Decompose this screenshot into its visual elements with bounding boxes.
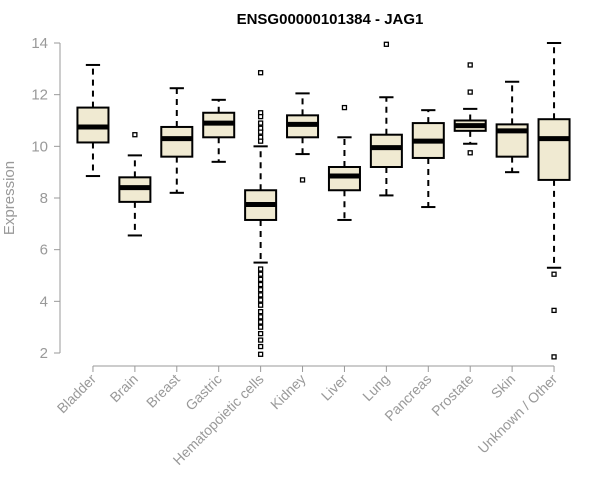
box-iqr xyxy=(537,118,571,181)
box-iqr xyxy=(369,133,403,168)
y-axis: 2 4 6 8 10 12 14 xyxy=(31,35,61,362)
x-tick-label: Unknown / Other xyxy=(475,371,561,457)
box-pancreas xyxy=(411,109,445,209)
box-liver xyxy=(327,104,361,221)
box-unknown-other xyxy=(537,42,571,360)
outlier-point xyxy=(257,70,264,76)
outlier-point xyxy=(257,297,264,303)
x-tick-label: Bladder xyxy=(54,371,100,417)
outlier-point xyxy=(257,276,264,283)
y-tick-label: 8 xyxy=(40,190,48,207)
outlier-point xyxy=(257,281,264,288)
x-tick-label: Breast xyxy=(143,371,183,411)
box-series xyxy=(76,41,571,360)
outlier-point xyxy=(257,319,264,325)
y-tick-label: 14 xyxy=(31,35,48,52)
outlier-point xyxy=(257,120,264,126)
box-skin xyxy=(495,80,529,174)
outlier-point xyxy=(551,354,557,360)
box-breast xyxy=(160,87,194,194)
y-tick-label: 12 xyxy=(31,87,48,104)
chart-title: ENSG00000101384 - JAG1 xyxy=(237,11,424,28)
y-axis-label: Expression xyxy=(1,161,18,235)
outlier-point xyxy=(257,138,264,144)
outlier-point xyxy=(341,104,348,111)
box-kidney xyxy=(286,92,320,183)
y-tick-label: 4 xyxy=(40,293,48,310)
outlier-point xyxy=(467,89,473,95)
box-iqr xyxy=(160,125,194,158)
outlier-point xyxy=(299,177,306,183)
x-tick-label: Kidney xyxy=(267,371,309,413)
outlier-point xyxy=(257,337,264,343)
outlier-point xyxy=(257,302,264,308)
outlier-point xyxy=(551,307,557,314)
box-hematopoietic-cells xyxy=(244,70,278,357)
outlier-point xyxy=(132,132,138,138)
outlier-point xyxy=(257,129,264,135)
y-tick-label: 10 xyxy=(31,138,48,155)
box-iqr xyxy=(327,166,361,192)
outlier-point xyxy=(257,287,264,293)
x-tick-label: Skin xyxy=(488,371,519,402)
outlier-point xyxy=(257,314,264,320)
outlier-point xyxy=(467,150,473,156)
outlier-point xyxy=(257,351,264,357)
outlier-point xyxy=(551,271,557,277)
outlier-point xyxy=(383,41,390,47)
box-bladder xyxy=(76,63,110,178)
outlier-point xyxy=(257,266,264,272)
x-tick-label: Pancreas xyxy=(381,371,434,424)
outlier-point xyxy=(257,113,264,120)
outlier-point xyxy=(257,292,264,298)
outlier-point xyxy=(257,330,264,337)
outlier-point xyxy=(257,271,264,277)
y-tick-label: 2 xyxy=(40,345,48,362)
outlier-point xyxy=(467,62,473,68)
x-tick-label: Liver xyxy=(318,371,351,404)
outlier-point xyxy=(257,324,264,330)
x-tick-label: Brain xyxy=(107,371,141,405)
y-tick-label: 6 xyxy=(40,242,48,259)
outlier-point xyxy=(257,343,264,350)
box-prostate xyxy=(453,62,487,156)
x-tick-label: Lung xyxy=(359,371,392,404)
box-brain xyxy=(118,132,152,237)
box-gastric xyxy=(202,98,236,163)
box-lung xyxy=(369,41,403,197)
x-tick-label: Prostate xyxy=(428,371,476,419)
outlier-point xyxy=(257,309,264,315)
